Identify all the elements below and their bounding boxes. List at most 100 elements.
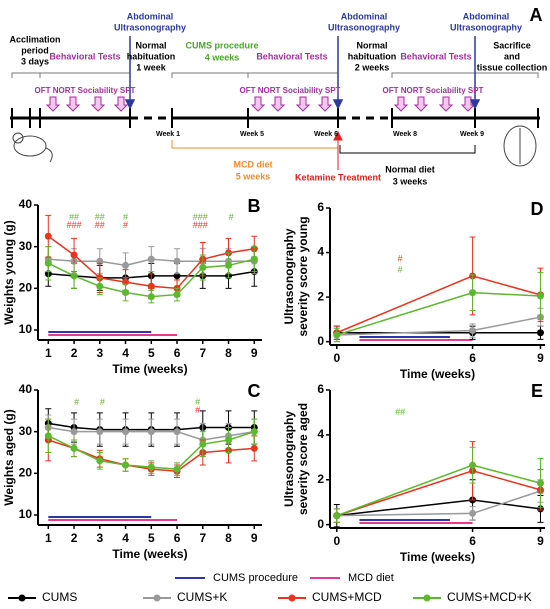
series-line bbox=[336, 464, 541, 517]
habituation: habituation bbox=[348, 51, 397, 61]
behavioral-tests: Behavioral Tests bbox=[400, 51, 471, 61]
data-point bbox=[469, 509, 477, 517]
data-point bbox=[536, 292, 544, 300]
significance: # bbox=[195, 397, 200, 407]
tests-list: OFT NORT Sociability SPT bbox=[35, 86, 136, 95]
phase-brackets bbox=[11, 72, 539, 78]
legend-label: CUMS procedure bbox=[213, 572, 298, 584]
data-point bbox=[122, 289, 130, 296]
x-tick-label: 2 bbox=[71, 346, 78, 360]
ultrasound: Ultrasonography bbox=[450, 22, 522, 32]
behavioral-tests: Behavioral Tests bbox=[256, 51, 327, 61]
legend-marker bbox=[18, 594, 26, 602]
significance: ### bbox=[193, 220, 208, 230]
behavioral-tests: Behavioral Tests bbox=[49, 51, 120, 61]
data-point bbox=[122, 261, 130, 269]
data-point bbox=[199, 264, 207, 271]
data-point bbox=[173, 257, 181, 265]
y-tick-label: 40 bbox=[19, 382, 33, 396]
habituation: habituation bbox=[127, 51, 176, 61]
significance: ## bbox=[95, 220, 105, 230]
legend-label: CUMS bbox=[42, 590, 77, 604]
data-point bbox=[70, 444, 78, 452]
normal-diet: 3 weeks bbox=[393, 176, 428, 186]
y-tick-label: 20 bbox=[19, 466, 33, 480]
y-tick-label: 6 bbox=[317, 200, 324, 214]
data-point bbox=[173, 291, 181, 299]
test-arrows bbox=[45, 96, 476, 112]
x-tick-label: 6 bbox=[469, 534, 476, 548]
data-point bbox=[469, 327, 477, 335]
x-tick-label: 9 bbox=[537, 534, 544, 548]
x-tick-label: 5 bbox=[148, 531, 155, 545]
data-point bbox=[147, 282, 155, 290]
legend-marker bbox=[423, 594, 431, 602]
x-tick-label: 1 bbox=[45, 531, 52, 545]
panel-label: E bbox=[531, 381, 543, 401]
brain-icon bbox=[503, 125, 537, 167]
data-point bbox=[333, 512, 341, 520]
data-point bbox=[44, 259, 52, 267]
y-tick-label: 10 bbox=[19, 322, 33, 336]
significance: # bbox=[398, 254, 403, 264]
data-point bbox=[122, 461, 130, 469]
data-point bbox=[225, 261, 233, 269]
significance: # bbox=[229, 212, 234, 222]
data-point bbox=[333, 331, 341, 339]
mcd-bracket bbox=[171, 140, 339, 149]
data-point bbox=[199, 440, 207, 448]
timeline: A Acclimation period 3 days Behavioral T… bbox=[9, 5, 547, 187]
cums-procedure: 4 weeks bbox=[205, 52, 240, 62]
cums-procedure: CUMS procedure bbox=[185, 40, 258, 50]
y-tick-label: 30 bbox=[19, 239, 33, 253]
significance: # bbox=[398, 265, 403, 275]
x-tick-label: 3 bbox=[96, 531, 103, 545]
x-tick-label: 9 bbox=[537, 351, 544, 365]
data-point bbox=[469, 461, 477, 469]
significance: ## bbox=[395, 407, 405, 417]
week-label: Week 1 bbox=[156, 131, 180, 138]
data-point bbox=[44, 432, 52, 440]
sacrifice: Sacrifice bbox=[493, 40, 531, 50]
ultrasound: Ultrasonography bbox=[328, 22, 400, 32]
ketamine-arrow bbox=[333, 130, 343, 170]
tests-list: OFT NORT Sociability SPT bbox=[383, 86, 484, 95]
legend-label: CUMS+MCD+K bbox=[447, 590, 532, 604]
legend-label: CUMS+K bbox=[177, 590, 227, 604]
data-point bbox=[469, 289, 477, 297]
legend-label: MCD diet bbox=[348, 572, 394, 584]
y-tick-label: 4 bbox=[317, 245, 324, 259]
significance: # bbox=[100, 397, 105, 407]
panel-label: A bbox=[530, 5, 543, 25]
data-point bbox=[536, 479, 544, 487]
y-tick-label: 6 bbox=[317, 382, 324, 396]
week-label: Week 5 bbox=[240, 131, 264, 138]
data-point bbox=[70, 428, 78, 436]
y-axis-title: Weights aged (g) bbox=[2, 409, 16, 505]
habituation: 2 weeks bbox=[355, 62, 390, 72]
x-tick-label: 3 bbox=[96, 346, 103, 360]
y-axis-title: Weights young (g) bbox=[2, 220, 16, 324]
y-axis-title: Ultrasonography bbox=[282, 411, 296, 507]
significance: # bbox=[123, 220, 128, 230]
mcd-diet: 5 weeks bbox=[236, 171, 271, 181]
week-label: Week 6 bbox=[314, 131, 338, 138]
data-point bbox=[147, 463, 155, 471]
y-tick-label: 30 bbox=[19, 424, 33, 438]
data-point bbox=[250, 255, 258, 263]
week-label: Week 8 bbox=[393, 131, 417, 138]
ketamine: Ketamine Treatment bbox=[295, 172, 381, 182]
ultrasound: Abdominal bbox=[127, 11, 174, 21]
ultrasound-arrows bbox=[124, 36, 481, 110]
significance: # bbox=[123, 212, 128, 222]
x-tick-label: 0 bbox=[333, 534, 340, 548]
data-point bbox=[147, 293, 155, 301]
mcd-diet: MCD diet bbox=[234, 159, 273, 169]
y-axis-title: severity score aged bbox=[296, 403, 310, 515]
x-tick-label: 2 bbox=[71, 531, 78, 545]
x-tick-label: 7 bbox=[199, 346, 206, 360]
legend-label: CUMS+MCD bbox=[312, 590, 382, 604]
normal-diet: Normal diet bbox=[385, 164, 435, 174]
habituation: Normal bbox=[135, 40, 166, 50]
